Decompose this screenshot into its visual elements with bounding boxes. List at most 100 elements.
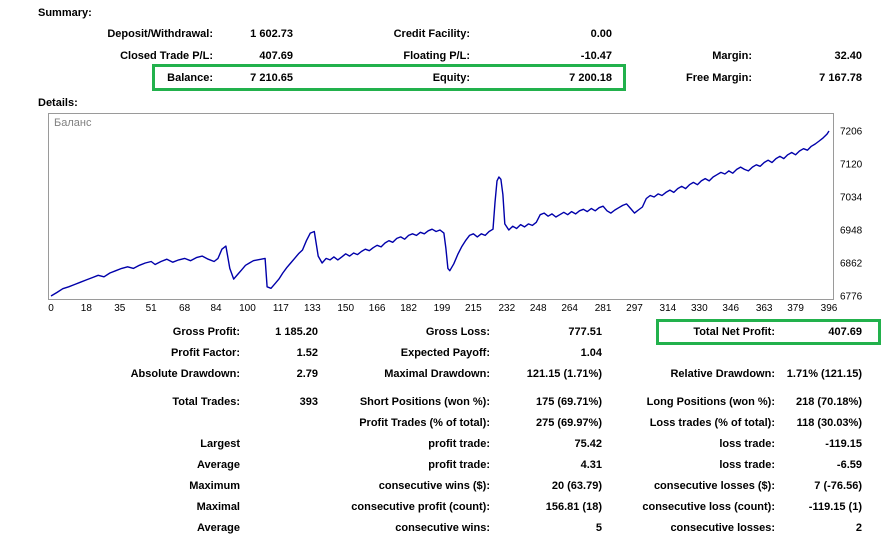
- statistic-label: Profit Trades (% of total):: [359, 417, 490, 429]
- statistic-label: [602, 343, 775, 364]
- y-axis-labels: 7206 7120 7034 6948 6862 6776: [840, 114, 882, 303]
- statistic-value: [240, 434, 318, 455]
- statistic-label: [0, 413, 240, 434]
- x-axis-tick-label: 100: [239, 303, 256, 314]
- summary-label: Balance:: [167, 72, 213, 84]
- statistic-value: 7 (-76.56): [814, 480, 862, 492]
- x-axis-tick-label: 232: [498, 303, 516, 314]
- x-axis-tick-label: 182: [400, 303, 417, 314]
- summary-label: Free Margin:: [685, 72, 752, 84]
- statistic-row: Largest profit trade: 75.42 loss trade: -119…: [0, 434, 883, 455]
- statistic-label: Relative Drawdown:: [670, 368, 775, 380]
- x-axis-tick-label: 379: [787, 303, 804, 314]
- chart-plot-area: Баланс: [48, 113, 834, 300]
- statistic-value: [240, 497, 318, 518]
- x-axis-tick-label: 330: [690, 303, 708, 314]
- statistic-label: Total Trades:: [172, 396, 240, 408]
- statistic-value: 393: [299, 396, 318, 408]
- x-axis-tick-label: 346: [722, 303, 740, 314]
- statistic-value: 2: [855, 522, 862, 534]
- statistic-row: Average profit trade: 4.31 loss trade: -6.59: [0, 455, 883, 476]
- summary-value: 7 200.18: [569, 72, 612, 84]
- summary-value: [752, 23, 862, 45]
- statistic-value: 1.04: [580, 347, 602, 359]
- balance-chart: Баланс 0 18 35 51 68 84 100 117 133 150 166 182 199 2…: [48, 113, 882, 318]
- statistics-table: Gross Profit: 1 185.20 Gross Loss: 777.51 To…: [0, 319, 883, 539]
- statistic-value: 75.42: [574, 438, 602, 450]
- statistic-value: 4.31: [580, 459, 602, 471]
- statistic-value: [240, 413, 318, 434]
- x-axis-tick-label: 281: [594, 303, 612, 314]
- x-axis-tick-label: 35: [114, 303, 126, 314]
- statistic-label: Expected Payoff:: [400, 347, 490, 359]
- statistic-row: Absolute Drawdown: 2.79 Maximal Drawdown: 1…: [0, 364, 883, 385]
- x-axis-tick-label: 396: [820, 303, 838, 314]
- statistic-label: Total Net Profit:: [693, 326, 775, 338]
- x-axis-tick-label: 297: [626, 303, 643, 314]
- summary-label: Credit Facility:: [393, 28, 470, 40]
- summary-label: Equity:: [432, 72, 470, 84]
- statistic-label: Average: [196, 459, 240, 471]
- x-axis-tick-label: 314: [659, 303, 677, 314]
- statistic-value: 2.79: [296, 368, 318, 380]
- statistic-value: 20 (63.79): [551, 480, 602, 492]
- summary-row: Balance: 7 210.65 Equity: 7 200.18 Free Marg…: [0, 64, 883, 91]
- statistic-label: consecutive profit (count):: [351, 501, 490, 513]
- statistic-label: consecutive wins ($):: [378, 480, 490, 492]
- summary-value: 32.40: [834, 50, 862, 62]
- statistic-value: [240, 518, 318, 539]
- x-axis-tick-label: 51: [145, 303, 157, 314]
- summary-value: 0.00: [590, 28, 612, 40]
- chart-series-label: Баланс: [54, 117, 92, 129]
- summary-value: -10.47: [580, 50, 612, 62]
- statistic-value: -6.59: [836, 459, 862, 471]
- balance-line-series: [50, 130, 830, 297]
- summary-value: 7 167.78: [819, 72, 862, 84]
- x-axis-labels: 0 18 35 51 68 84 100 117 133 150 166 182 199 215 232 24…: [48, 303, 838, 317]
- y-axis-tick-label: 7034: [840, 192, 863, 204]
- statistic-label: Gross Loss:: [425, 326, 490, 338]
- statistic-label: consecutive losses:: [670, 522, 775, 534]
- y-axis-tick-label: 6948: [840, 225, 863, 237]
- statistic-value: 1.52: [296, 347, 318, 359]
- statistic-row: Gross Profit: 1 185.20 Gross Loss: 777.51 To…: [0, 319, 883, 345]
- statistic-row: Profit Trades (% of total): 275 (69.97%) L…: [0, 413, 883, 434]
- statistic-value: 118 (30.03%): [796, 417, 862, 429]
- statistic-value: 1.71% (121.15): [786, 368, 862, 380]
- statistic-value: [240, 455, 318, 476]
- statistic-label: profit trade:: [428, 459, 490, 471]
- statistic-value: -119.15: [825, 438, 862, 450]
- statistic-value: [240, 476, 318, 497]
- x-axis-tick-label: 117: [272, 303, 289, 314]
- statistic-label: consecutive loss (count):: [642, 501, 775, 513]
- statistic-label: Maximal Drawdown:: [384, 368, 490, 380]
- statistic-value: -119.15 (1): [808, 501, 862, 513]
- y-axis-tick-label: 6862: [840, 258, 863, 270]
- statistic-label: Long Positions (won %):: [646, 396, 775, 408]
- x-axis-tick-label: 248: [529, 303, 547, 314]
- statistic-label: loss trade:: [719, 438, 775, 450]
- x-axis-tick-label: 68: [179, 303, 191, 314]
- summary-label: [612, 23, 752, 45]
- statistic-value: 777.51: [568, 326, 602, 338]
- statistic-label: Loss trades (% of total):: [649, 417, 775, 429]
- balance-chart-svg: [50, 130, 830, 297]
- statistic-label: Maximum: [189, 480, 240, 492]
- statistic-row: Total Trades: 393 Short Positions (won %):…: [0, 392, 883, 413]
- statistic-row: Average consecutive wins: 5 consecutive los…: [0, 518, 883, 539]
- summary-value: 7 210.65: [250, 72, 293, 84]
- statistic-row: Maximum consecutive wins ($): 20 (63.79) co…: [0, 476, 883, 497]
- statistic-row: Maximal consecutive profit (count): 156.81…: [0, 497, 883, 518]
- statistic-label: Profit Factor:: [170, 347, 240, 359]
- x-axis-tick-label: 264: [561, 303, 578, 314]
- x-axis-tick-label: 215: [465, 303, 482, 314]
- x-axis-tick-label: 84: [210, 303, 222, 314]
- statistic-value: 5: [595, 522, 602, 534]
- statistic-value: 121.15 (1.71%): [526, 368, 602, 380]
- statistic-value: [775, 343, 862, 364]
- y-axis-tick-label: 7120: [840, 159, 863, 171]
- summary-value: 1 602.73: [250, 28, 293, 40]
- summary-label: Floating P/L:: [403, 50, 470, 62]
- statistic-label: Gross Profit:: [172, 326, 240, 338]
- statistic-label: profit trade:: [428, 438, 490, 450]
